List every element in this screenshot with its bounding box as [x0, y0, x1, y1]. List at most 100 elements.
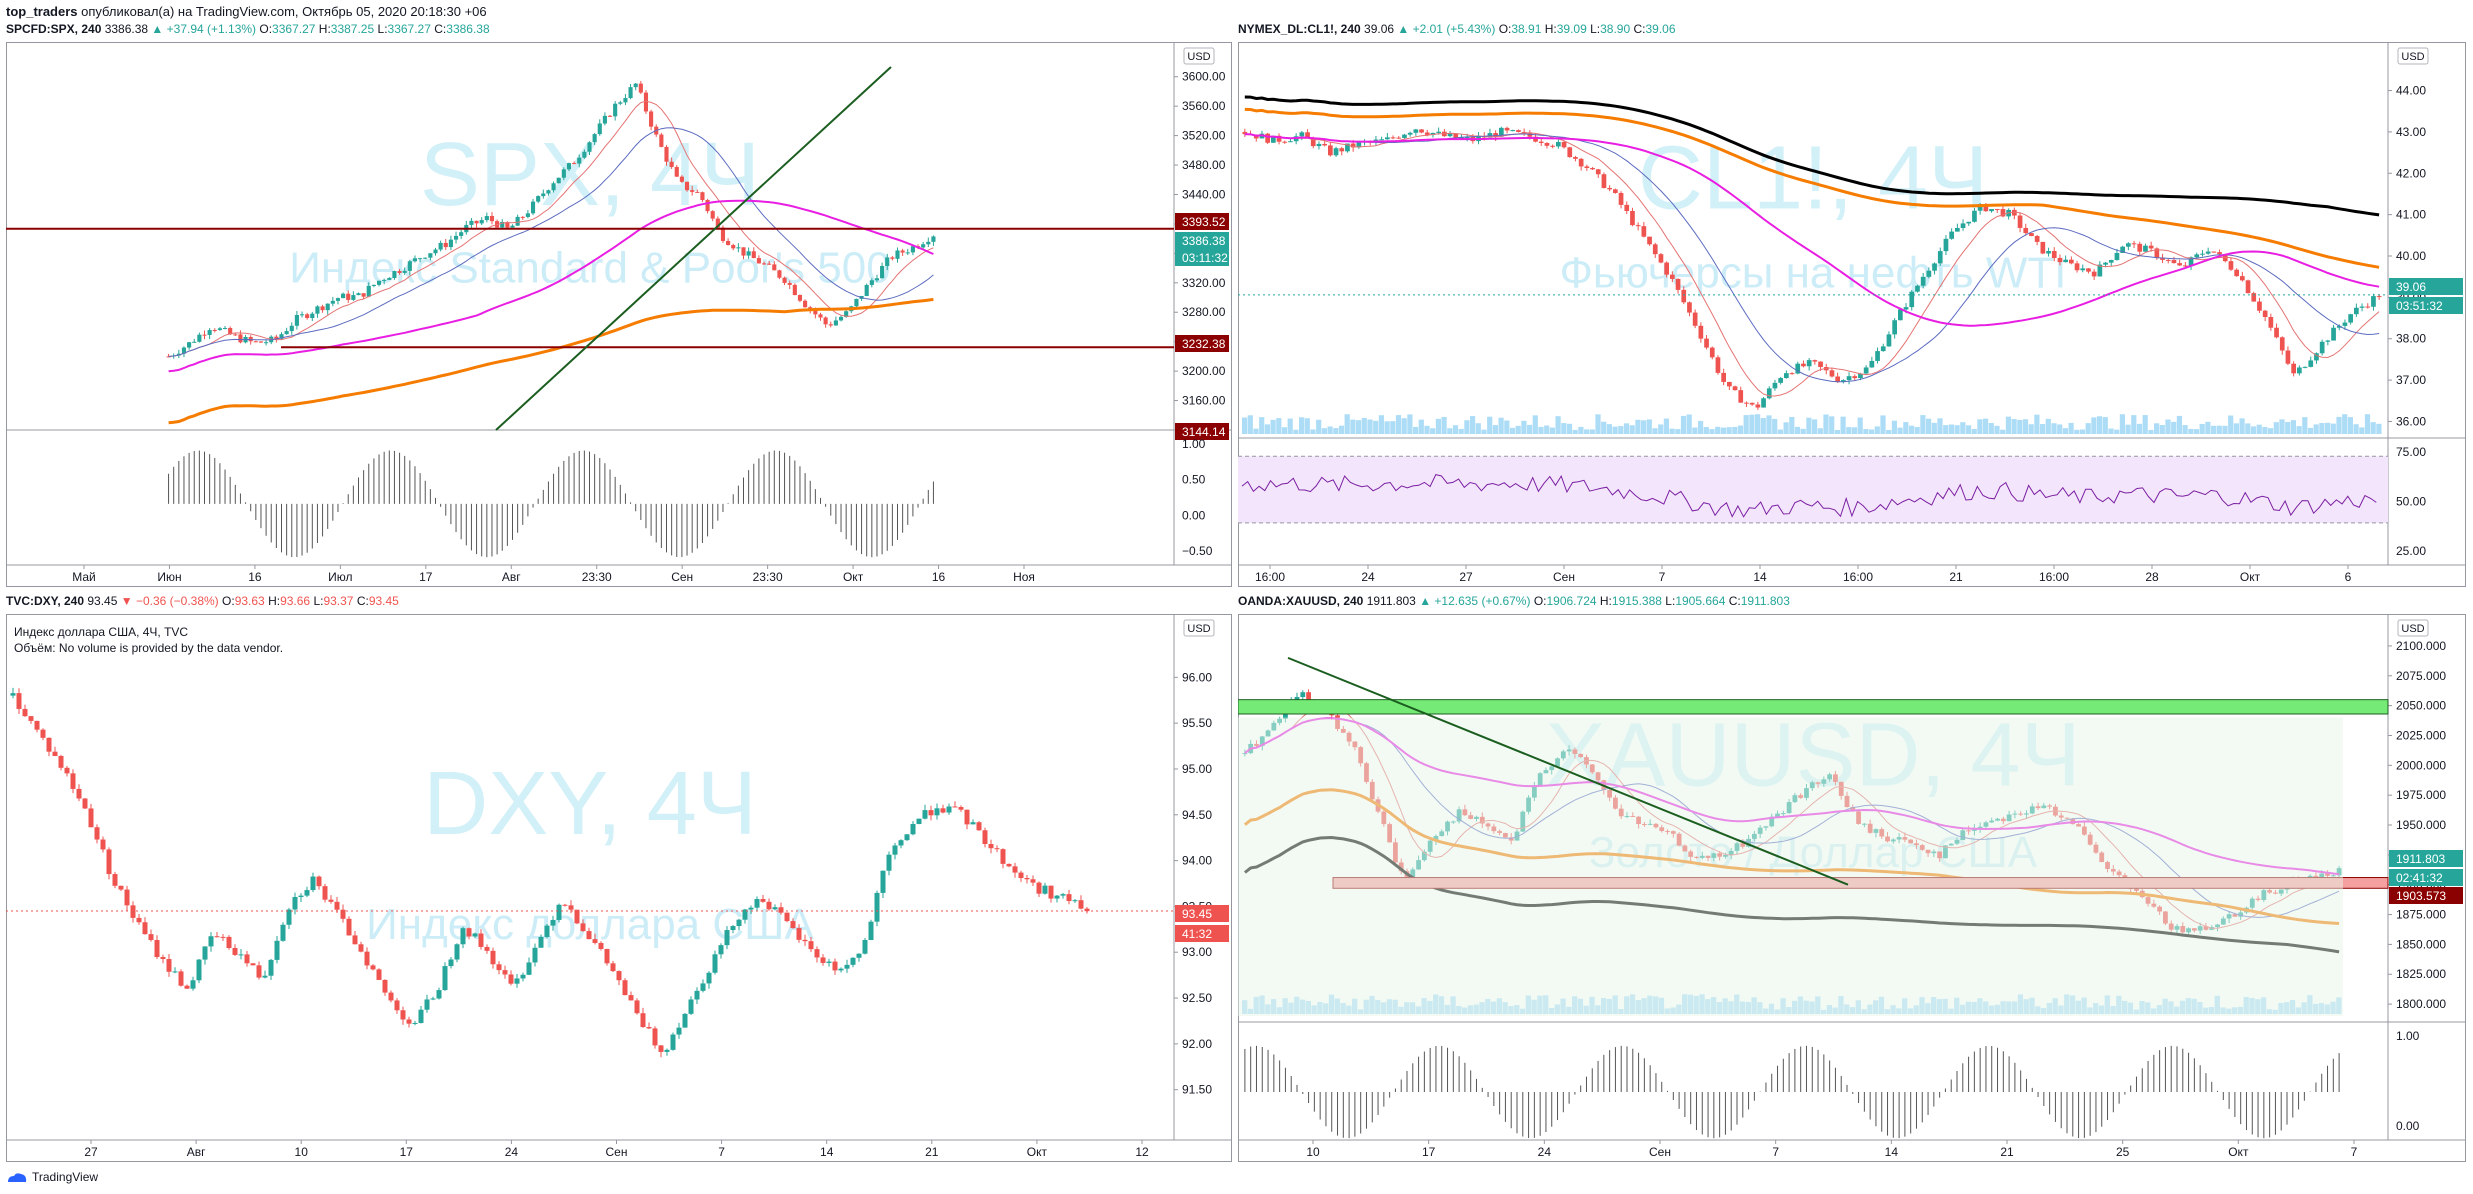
candle-body [1749, 402, 1755, 405]
candle-body [532, 947, 538, 963]
candle-body [2251, 293, 2257, 302]
candle [782, 276, 787, 286]
y-tick-label: 2100.000 [2396, 639, 2446, 653]
volume-bar [1481, 429, 1487, 434]
x-tick-label: Сен [1649, 1145, 1671, 1159]
candle-body [2154, 248, 2160, 258]
candle [864, 283, 869, 297]
last-price: 39.06 [1360, 22, 1398, 36]
volume-bar [1920, 415, 1926, 434]
candle [2302, 366, 2308, 369]
currency-badge [2397, 619, 2429, 637]
candle-body [1926, 270, 1932, 277]
x-tick-label: 7 [1659, 570, 1666, 584]
candle-body [1316, 143, 1322, 147]
candle-body [2308, 360, 2314, 367]
volume-bar [2142, 415, 2148, 434]
author-name[interactable]: top_traders [6, 4, 78, 19]
candle-body [310, 313, 315, 319]
y-tick-label: 41.00 [2396, 208, 2426, 222]
candle-body [496, 964, 502, 971]
candle [490, 947, 496, 969]
dxy-chart[interactable]: DXY, 4Ч Индекс доллара США USD 96.00 95.50 95… [6, 614, 1232, 1162]
symbol-label[interactable]: SPCFD:SPX, 240 [6, 22, 102, 36]
candle-body [1447, 133, 1453, 137]
candle-body [982, 830, 988, 845]
candle [478, 929, 484, 950]
panel-frame [6, 42, 1232, 587]
candle-body [1504, 127, 1510, 131]
volume-bar [1726, 427, 1732, 434]
candle-body [1709, 347, 1715, 358]
candle-body [741, 247, 746, 256]
candle-body [726, 240, 731, 246]
candle-body [541, 193, 546, 197]
volume-bar [1829, 416, 1835, 434]
candle-body [2034, 236, 2040, 242]
symbol-label[interactable]: OANDA:XAUUSD, 240 [1238, 594, 1364, 608]
candle [1926, 267, 1932, 279]
ohlc-l: L:1905.664 [1665, 594, 1726, 608]
volume-bar [1407, 414, 1413, 434]
candle [760, 894, 766, 903]
symbol-label[interactable]: NYMEX_DL:CL1!, 240 [1238, 22, 1361, 36]
candle [106, 847, 112, 880]
candle [684, 181, 690, 192]
candle-body [284, 331, 289, 335]
candle [754, 896, 760, 911]
volume-bar [1874, 426, 1880, 434]
symbol-label[interactable]: TVC:DXY, 240 [6, 594, 85, 608]
y-tick-label: 1800.000 [2396, 997, 2446, 1011]
candle [1413, 128, 1419, 136]
candle-body [1561, 141, 1567, 148]
candle-body [376, 280, 382, 285]
candle-body [1282, 141, 1288, 143]
volume-bar [2359, 427, 2365, 434]
volume-bar [2097, 416, 2103, 434]
candle [916, 818, 922, 825]
candle-body [305, 314, 310, 319]
candle [2274, 323, 2279, 339]
cl-chart[interactable]: CL1!, 4Ч Фьючерсы на нефть WTI USD 44.00 43.… [1238, 42, 2466, 587]
candle [197, 332, 202, 343]
volume-bar [1926, 418, 1932, 434]
candle [1892, 318, 1897, 339]
candle-body [556, 904, 562, 920]
xau-chart[interactable]: XAUUSD, 4ЧЗолото / Доллар СШАUSD2100.000… [1238, 614, 2466, 1162]
volume-bar [1806, 417, 1812, 434]
candle [778, 902, 784, 915]
candle-body [850, 957, 856, 965]
volume-bar [1686, 414, 1692, 434]
currency-badge [1183, 47, 1215, 65]
volume-bar [1378, 415, 1384, 434]
candle [46, 737, 52, 757]
price-label-tag [2389, 850, 2463, 867]
candle-body [514, 978, 520, 984]
candle-body [402, 270, 407, 273]
candle-body [423, 257, 428, 259]
candle [124, 885, 130, 911]
candle [514, 974, 520, 988]
candle-body [2319, 341, 2325, 354]
volume-bar [2205, 421, 2211, 434]
osc-tick-label: 25.00 [2396, 544, 2426, 558]
candle [2131, 240, 2137, 249]
candle-body [1516, 130, 1521, 132]
brand-label: TradingView [32, 1170, 99, 1184]
candle [787, 280, 792, 290]
candle [226, 935, 232, 950]
candle-body [886, 854, 892, 871]
candle [706, 971, 712, 989]
volume-bar [1532, 415, 1538, 434]
tradingview-logo[interactable]: TradingView [6, 1170, 98, 1184]
candle-body [1550, 145, 1555, 147]
candle [616, 970, 622, 986]
volume-bar [1504, 420, 1510, 434]
candle-body [286, 909, 292, 925]
candle [2245, 279, 2251, 294]
volume-bar [1777, 429, 1783, 434]
volume-bar [1287, 418, 1293, 434]
volume-bar [1441, 416, 1447, 434]
candle [148, 929, 154, 942]
